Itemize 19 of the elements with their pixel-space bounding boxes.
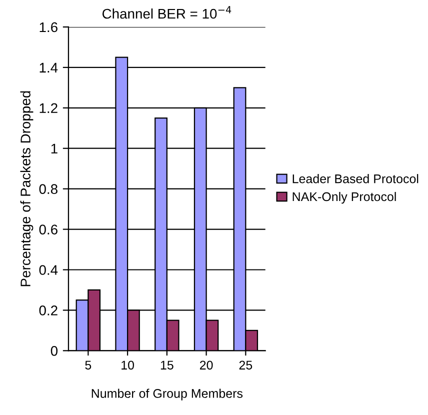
x-tick-label: 15 <box>160 360 174 370</box>
y-tick-label: 0.6 <box>39 224 58 234</box>
y-tick-label: 0.4 <box>39 265 58 275</box>
y-tick-label: 1.4 <box>40 62 58 72</box>
x-tick-label: 5 <box>85 360 92 370</box>
y-tick-label: 0.2 <box>39 306 58 316</box>
x-axis-title: Number of Group Members <box>92 388 243 400</box>
y-tick-label: 1.6 <box>40 22 58 32</box>
y-tick-label: 0 <box>50 346 58 356</box>
y-axis-title: Percentage of Packets Dropped <box>20 91 34 286</box>
legend-label: Leader Based Protocol <box>292 174 418 184</box>
y-tick-label: 1.2 <box>40 103 58 113</box>
x-tick-label: 20 <box>200 360 213 370</box>
x-tick-label: 25 <box>239 360 252 370</box>
x-tick-label: 10 <box>122 360 134 370</box>
legend-label: NAK-Only Protocol <box>292 192 396 204</box>
y-tick-label: 1 <box>51 144 58 154</box>
chart-title: Channel BER = 10$^{−4}$ <box>102 6 232 19</box>
y-tick-label: 0.8 <box>39 184 58 194</box>
